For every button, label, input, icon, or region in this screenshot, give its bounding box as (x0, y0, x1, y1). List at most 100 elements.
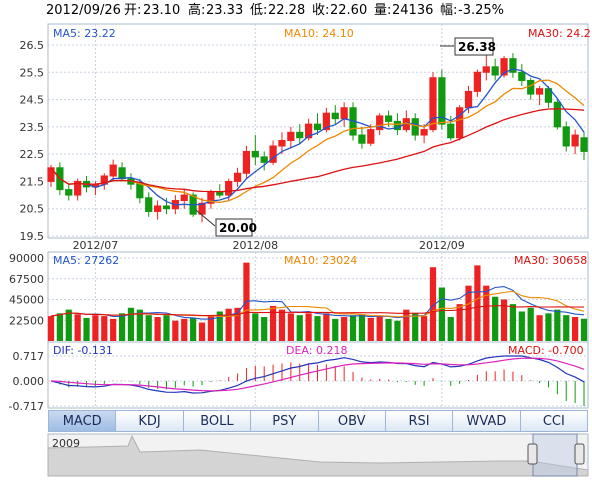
tab-boll[interactable]: BOLL (183, 410, 252, 432)
volume-bar-up (172, 320, 179, 341)
volume-bar-up (572, 317, 579, 341)
volume-ma-lines (50, 286, 585, 320)
volume-bar-up (278, 309, 286, 341)
navigator-right-handle[interactable] (574, 443, 585, 465)
volume-bar-down (412, 313, 419, 341)
header-low: 22.28 (268, 3, 305, 18)
macd-label: MACD: -0.700 (508, 344, 584, 357)
volume-bar-up (367, 317, 374, 341)
candle-down (65, 189, 73, 196)
volume-bar-down (447, 317, 454, 341)
candle-down (331, 112, 339, 120)
ma10-label: MA10: 24.10 (284, 27, 354, 40)
macd-y-tick: 0.000 (13, 375, 45, 388)
tab-macd[interactable]: MACD (48, 410, 117, 432)
ma-lines (50, 68, 585, 206)
price-y-tick: 21.5 (20, 175, 45, 188)
volume-bar-down (56, 313, 63, 341)
navigator-left-handle[interactable] (527, 443, 538, 465)
candle-up (571, 134, 579, 147)
tab-kdj[interactable]: KDJ (116, 410, 184, 432)
header-vol-label: 量: (374, 3, 391, 18)
candle-up (198, 202, 206, 215)
navigator-selection[interactable] (532, 433, 578, 477)
macd-lines (50, 355, 585, 394)
header-close: 22.60 (330, 3, 367, 18)
candle-down (251, 150, 259, 158)
min-annotation-leader (195, 209, 216, 227)
ma5-label: MA5: 23.22 (53, 27, 116, 40)
candle-up (420, 129, 428, 136)
price-x-ticks: 2012/07 2012/08 2012/09 (73, 239, 465, 252)
volume-bar-up (207, 315, 215, 341)
header-low-label: 低: (250, 3, 267, 18)
tab-cci[interactable]: CCI (520, 410, 588, 432)
volume-bar-up (110, 318, 117, 341)
candle-up (500, 58, 508, 76)
tab-wvad[interactable]: WVAD (453, 410, 521, 432)
volume-bar-up (474, 265, 481, 341)
candle-down (411, 118, 419, 136)
volume-bar-down (394, 320, 401, 341)
candle-up (233, 172, 242, 182)
header-close-label: 收: (312, 3, 329, 18)
candle-up (47, 167, 55, 182)
candle-up (340, 107, 348, 120)
volume-bar-up (420, 316, 428, 341)
tab-obv[interactable]: OBV (318, 410, 386, 432)
volume-bar-down (438, 287, 445, 341)
volume-bar-up (429, 267, 437, 341)
indicator-tab-bar: MACD KDJ BOLL PSY OBV RSI WVAD CCI (48, 410, 588, 432)
volume-bar-down (296, 315, 303, 341)
header-open: 23.10 (143, 3, 180, 18)
price-y-tick: 24.5 (20, 94, 45, 107)
volume-bar-up (234, 307, 241, 341)
volume-bar-down (518, 311, 525, 341)
volume-bar-down (492, 296, 499, 341)
candle-down (260, 156, 268, 163)
volume-bar-down (145, 315, 152, 341)
price-x-tick: 2012/09 (419, 239, 465, 252)
volume-bar-up (74, 314, 81, 341)
volume-bar-down (358, 314, 366, 341)
candle-down (358, 134, 366, 144)
candle-down (438, 77, 446, 125)
price-y-tick: 20.5 (20, 203, 45, 216)
volume-bar-up (181, 318, 188, 341)
volume-bar-up (536, 315, 543, 341)
vol-ma30-line (50, 305, 585, 317)
min-annotation: 20.00 (219, 221, 257, 235)
candle-up (367, 129, 375, 144)
ma30-line (50, 108, 585, 193)
price-y-tick: 25.5 (20, 66, 45, 79)
candle-down (553, 101, 561, 128)
candle-up (305, 123, 313, 139)
volume-bar-down (83, 317, 90, 341)
max-annotation: 26.38 (458, 40, 496, 54)
volume-bar-up (101, 316, 108, 341)
candle-down (118, 167, 126, 180)
header-chg-label: 幅: (440, 3, 457, 18)
header-date: 2012/09/26 (46, 3, 121, 18)
tab-psy[interactable]: PSY (251, 410, 319, 432)
candle-down (518, 71, 526, 81)
volume-bar-down (554, 309, 561, 341)
candle-up (456, 107, 464, 139)
candle-down (145, 197, 153, 212)
tab-rsi[interactable]: RSI (385, 410, 454, 432)
candle-up (322, 112, 330, 131)
header-vol: 24136 (392, 3, 433, 18)
vol-ma5-label: MA5: 27262 (53, 254, 119, 267)
dif-label: DIF: -0.131 (53, 344, 113, 357)
min-annotation-box (215, 218, 253, 237)
volume-bar-up (92, 315, 99, 341)
volume-bar-down (332, 318, 339, 341)
price-y-tick: 19.5 (20, 230, 45, 243)
price-x-tick: 2012/08 (232, 239, 278, 252)
candle-down (216, 191, 224, 196)
candle-up (473, 71, 482, 92)
volume-bar-up (500, 299, 508, 341)
volume-bar-up (456, 304, 463, 341)
volume-bar-down (314, 316, 321, 341)
volume-y-tick: 67500 (9, 273, 44, 286)
